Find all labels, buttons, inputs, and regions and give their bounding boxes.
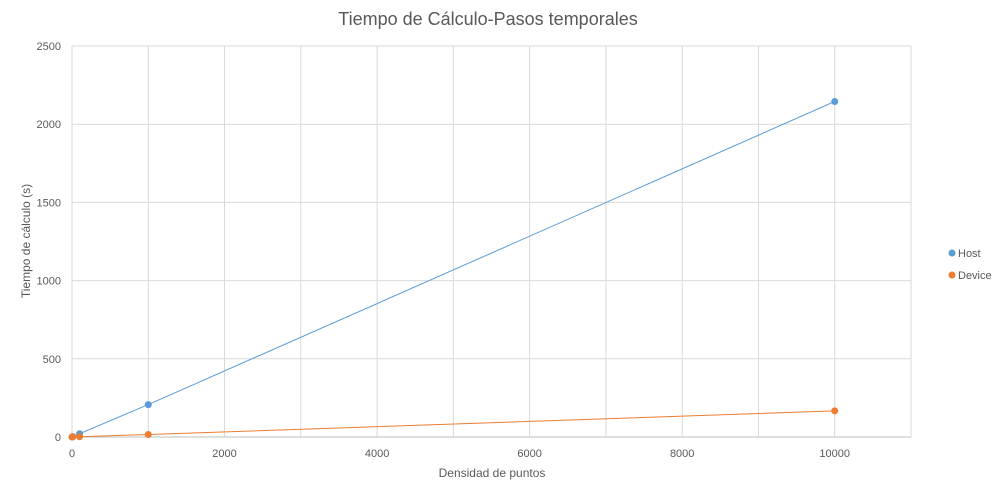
data-point-host: [144, 401, 152, 409]
legend: Host Device: [948, 248, 992, 282]
series-layer: [68, 98, 839, 441]
legend-item-host: Host: [948, 248, 981, 260]
x-tick-label: 10000: [819, 448, 850, 460]
legend-marker-device: [948, 271, 956, 279]
y-tick-label: 2000: [37, 119, 61, 131]
data-point-device: [69, 433, 77, 441]
grid-layer: [71, 45, 912, 438]
tick-layer: 0 500 1000 1500 2000 2500 0 2000 4000 6000 8000 100…: [37, 41, 851, 460]
y-tick-label: 1000: [37, 276, 61, 288]
data-point-device: [831, 407, 839, 415]
legend-marker-host: [948, 249, 956, 257]
x-tick-label: 4000: [365, 448, 389, 460]
y-tick-label: 500: [43, 354, 61, 366]
x-tick-label: 2000: [212, 448, 236, 460]
x-tick-label: 8000: [670, 448, 694, 460]
data-point-host: [831, 98, 839, 106]
x-tick-label: 0: [69, 448, 75, 460]
y-tick-label: 2500: [37, 41, 61, 53]
legend-label-host: Host: [958, 248, 981, 260]
data-point-device: [76, 433, 84, 441]
y-tick-label: 1500: [37, 197, 61, 209]
y-axis-label: Tiempo de cálculo (s): [19, 184, 33, 298]
x-tick-label: 6000: [517, 448, 541, 460]
legend-label-device: Device: [958, 270, 992, 282]
x-axis-label: Densidad de puntos: [439, 466, 546, 480]
data-point-device: [144, 430, 152, 438]
legend-item-device: Device: [948, 270, 992, 282]
y-tick-label: 0: [55, 432, 61, 444]
chart-title: Tiempo de Cálculo-Pasos temporales: [338, 9, 637, 29]
